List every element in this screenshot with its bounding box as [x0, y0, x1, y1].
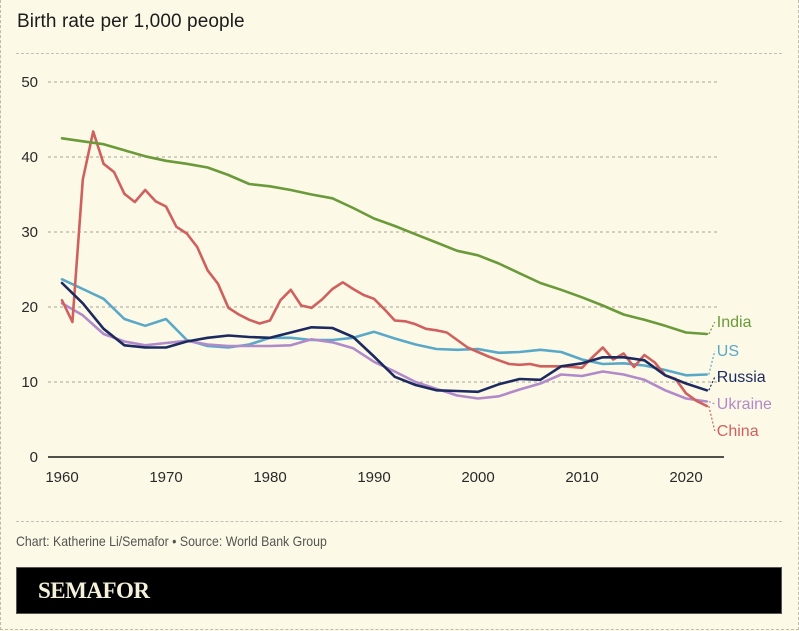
- legend-leaders: [708, 321, 716, 432]
- title-divider: [16, 53, 782, 54]
- x-tick-label: 1990: [357, 469, 390, 486]
- source-credit: Chart: Katherine Li/Semafor • Source: Wo…: [16, 533, 327, 549]
- y-tick-label: 10: [21, 374, 38, 391]
- legend-label-china: China: [717, 423, 759, 440]
- leader-line-china: [708, 405, 716, 432]
- series-line-ukraine: [60, 302, 709, 403]
- semafor-logo: SEMAFOR: [38, 578, 150, 603]
- leader-line-ukraine: [708, 400, 716, 405]
- y-tick-label: 20: [21, 299, 38, 316]
- legend: India US Russia Ukraine China: [717, 314, 772, 440]
- series-line-russia: [60, 281, 709, 394]
- legend-label-india: India: [717, 314, 752, 331]
- x-tick-label: 1980: [253, 469, 286, 486]
- brand-bar: SEMAFOR: [16, 567, 782, 614]
- chart-title: Birth rate per 1,000 people: [17, 11, 245, 32]
- y-tick-label: 40: [21, 149, 38, 166]
- leader-line-russia: [708, 376, 716, 391]
- line-chart: 0 10 20 30 40 50 1960 1970 1980 1990 2000 2010 2020…: [21, 74, 772, 486]
- leader-line-india: [708, 321, 716, 335]
- legend-label-ukraine: Ukraine: [717, 396, 772, 413]
- y-tick-label: 50: [21, 74, 38, 91]
- series-line-india: [60, 137, 709, 336]
- x-axis-ticks: 1960 1970 1980 1990 2000 2010 2020: [45, 469, 702, 486]
- x-tick-label: 1960: [45, 469, 78, 486]
- series-lines: [60, 130, 709, 408]
- legend-label-russia: Russia: [717, 369, 766, 386]
- x-tick-label: 2020: [669, 469, 702, 486]
- legend-label-us: US: [717, 343, 739, 360]
- y-axis-ticks: 0 10 20 30 40 50: [21, 74, 38, 466]
- series-line-us: [60, 278, 709, 377]
- source-divider: [16, 521, 782, 522]
- x-tick-label: 2000: [461, 469, 494, 486]
- series-line-china: [60, 130, 709, 408]
- leader-line-us: [708, 350, 716, 375]
- x-tick-label: 1970: [149, 469, 182, 486]
- gridlines: [48, 81, 720, 383]
- y-tick-label: 0: [30, 449, 38, 466]
- x-tick-label: 2010: [565, 469, 598, 486]
- y-tick-label: 30: [21, 224, 38, 241]
